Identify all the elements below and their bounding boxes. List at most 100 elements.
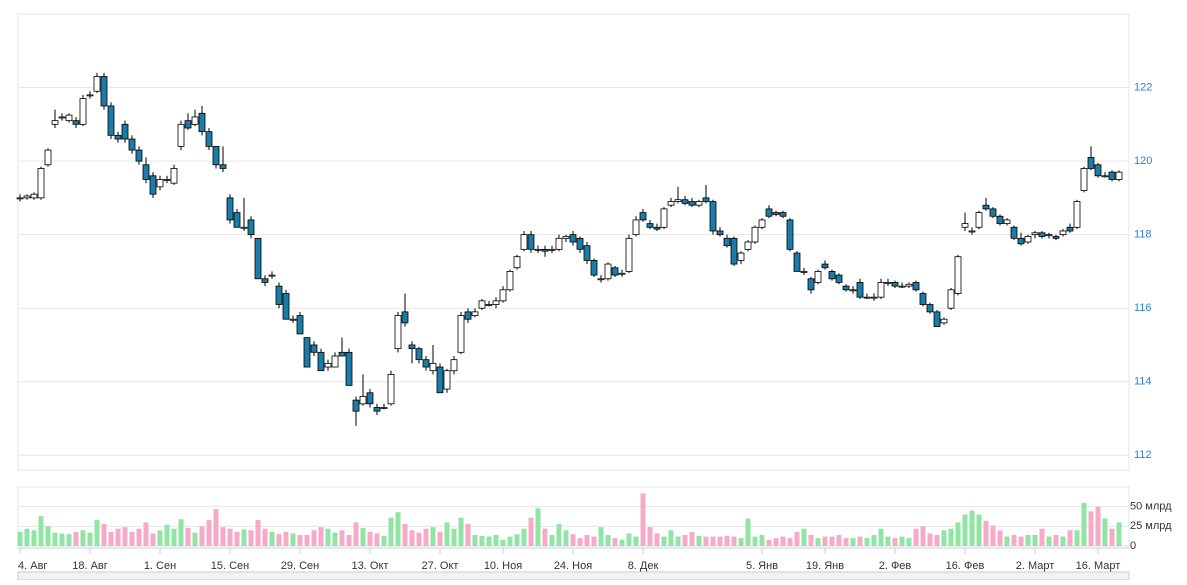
candle-body xyxy=(947,289,955,309)
volume-bar xyxy=(1039,528,1045,546)
candle-body xyxy=(219,164,227,169)
volume-bar xyxy=(164,524,170,546)
x-tick-label: 24. Ноя xyxy=(554,560,592,572)
volume-bar xyxy=(934,534,940,546)
candle-body xyxy=(975,212,983,228)
volume-bar xyxy=(766,539,772,546)
volume-bar xyxy=(283,531,289,546)
candle-body xyxy=(30,193,38,199)
volume-bar xyxy=(787,538,793,546)
candle-body xyxy=(191,116,199,125)
x-tick-label: 8. Дек xyxy=(628,560,659,572)
volume-bar xyxy=(255,520,261,546)
volume-bar xyxy=(1025,534,1031,546)
candle-body xyxy=(296,315,304,335)
candle-body xyxy=(926,304,934,313)
candle-body xyxy=(212,145,220,166)
volume-bar xyxy=(577,538,583,546)
volume-bar xyxy=(738,538,744,546)
candle-body xyxy=(373,407,381,412)
candle-body xyxy=(233,212,241,228)
volume-bar xyxy=(486,536,492,546)
volume-bar xyxy=(234,531,240,546)
candle-body xyxy=(93,76,101,92)
candle-body xyxy=(170,168,178,184)
volume-bar xyxy=(339,530,345,546)
candle-body xyxy=(478,300,486,309)
candle-body xyxy=(800,271,808,273)
candle-body xyxy=(1038,232,1046,237)
candle-body xyxy=(562,236,570,239)
volume-bar xyxy=(941,530,947,546)
volume-bar xyxy=(843,538,849,546)
candle-body xyxy=(870,296,878,299)
candle-body xyxy=(884,282,892,284)
volume-bar xyxy=(913,528,919,546)
volume-bar xyxy=(87,532,93,546)
volume-bar xyxy=(353,522,359,546)
candle-body xyxy=(492,300,500,305)
volume-bar xyxy=(262,528,268,546)
volume-bar xyxy=(899,536,905,546)
candle-body xyxy=(1094,164,1102,177)
x-tick-label: 10. Ноя xyxy=(484,560,522,572)
candle-body xyxy=(443,370,451,390)
volume-bar xyxy=(612,538,618,546)
volume-bar xyxy=(185,527,191,546)
candle-body xyxy=(366,392,374,405)
candle-body xyxy=(919,293,927,305)
volume-bar xyxy=(1004,536,1010,546)
volume-bar xyxy=(598,527,604,546)
volume-bar xyxy=(437,531,443,546)
candle-body xyxy=(604,263,612,280)
volume-bar xyxy=(1095,506,1101,546)
volume-bar xyxy=(619,539,625,546)
candle-body xyxy=(1031,232,1039,236)
volume-bar xyxy=(311,530,317,546)
candle-body xyxy=(485,304,493,306)
candle-body xyxy=(1080,168,1088,191)
candle-body xyxy=(310,344,318,353)
candle-body xyxy=(506,271,514,291)
volume-bar xyxy=(647,527,653,546)
candle-body xyxy=(156,179,164,188)
candle-body xyxy=(548,248,556,251)
volume-bar xyxy=(1060,536,1066,546)
volume-bar xyxy=(115,528,121,546)
candle-body xyxy=(828,271,836,280)
volume-bar xyxy=(332,532,338,546)
candle-body xyxy=(422,359,430,368)
volume-bar xyxy=(199,526,205,546)
candle-body xyxy=(982,204,990,210)
candle-body xyxy=(142,164,150,180)
candle-body xyxy=(254,237,262,280)
candle-body xyxy=(695,201,703,206)
volume-bar xyxy=(997,530,1003,546)
candle-body xyxy=(359,396,367,405)
volume-bar xyxy=(374,533,380,546)
candle-body xyxy=(1045,234,1053,237)
volume-bar xyxy=(689,531,695,546)
candle-body xyxy=(1059,230,1067,236)
volume-bar xyxy=(325,528,331,546)
plot-border xyxy=(17,13,1130,471)
volume-bar xyxy=(780,536,786,546)
candle-body xyxy=(163,179,171,181)
candle-body xyxy=(58,116,66,119)
volume-bar xyxy=(31,530,37,546)
volume-bar xyxy=(1081,502,1087,546)
candle-body xyxy=(905,283,913,287)
x-tick-label: 4. Авг xyxy=(18,560,47,572)
volume-bar xyxy=(759,534,765,546)
candle-body xyxy=(429,362,437,372)
volume-bar xyxy=(696,535,702,546)
x-tick-label: 18. Авг xyxy=(72,560,108,572)
volume-bar xyxy=(416,532,422,546)
volume-bar xyxy=(1053,534,1059,546)
candle-body xyxy=(681,199,689,204)
volume-bar xyxy=(976,514,982,546)
volume-bar xyxy=(920,526,926,546)
x-tick-label: 5. Янв xyxy=(746,560,778,572)
candle-body xyxy=(856,282,864,298)
volume-bar xyxy=(297,534,303,546)
